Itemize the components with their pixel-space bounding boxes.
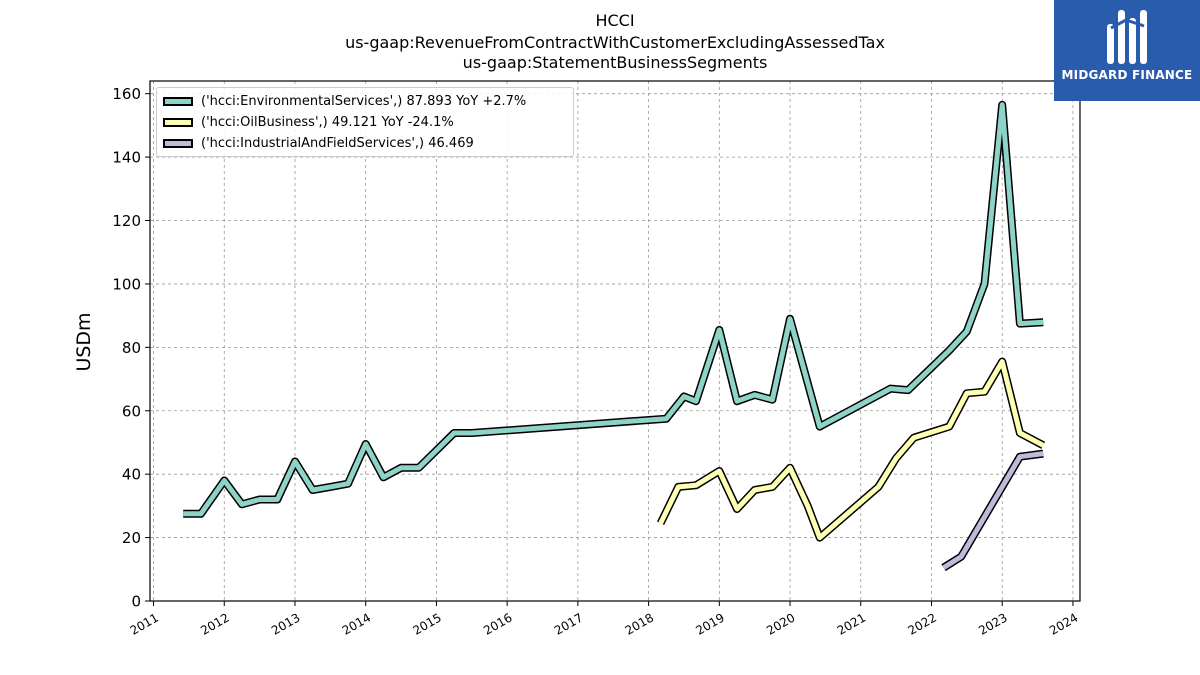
x-tick-label: 2024	[1047, 610, 1080, 637]
series-lines	[183, 100, 1046, 572]
plot-background	[150, 81, 1080, 601]
x-tick-label: 2019	[693, 610, 726, 637]
y-tick-label: 20	[122, 529, 141, 547]
x-tick-label: 2011	[128, 610, 161, 637]
x-tick-label: 2012	[198, 610, 231, 637]
y-tick-label: 80	[122, 339, 141, 357]
chart-title-axis: us-gaap:StatementBusinessSegments	[462, 53, 768, 72]
legend-entry-industrial: ('hcci:IndustrialAndFieldServices',) 46.…	[163, 134, 474, 152]
x-tick-label: 2016	[481, 610, 514, 637]
x-tick-label: 2020	[764, 610, 797, 637]
y-tick-label: 100	[112, 275, 141, 293]
logo-text: MIDGARD FINANCE	[1061, 68, 1193, 82]
x-tick-label: 2018	[623, 610, 656, 637]
legend-swatch-environmental	[163, 96, 193, 106]
legend-label-environmental: ('hcci:EnvironmentalServices',) 87.893 Y…	[201, 93, 527, 109]
legend-swatch-oil	[163, 117, 193, 127]
legend-label-industrial: ('hcci:IndustrialAndFieldServices',) 46.…	[201, 135, 474, 151]
legend-entry-environmental: ('hcci:EnvironmentalServices',) 87.893 Y…	[163, 92, 526, 110]
legend: ('hcci:EnvironmentalServices',) 87.893 Y…	[156, 87, 574, 157]
x-tick-label: 2013	[269, 610, 302, 637]
y-tick-label: 0	[131, 593, 141, 611]
y-tick-label: 60	[122, 402, 141, 420]
x-tick-label: 2015	[410, 610, 443, 637]
y-axis-label: USDm	[73, 312, 95, 372]
chart-title-ticker: HCCI	[595, 11, 635, 30]
y-tick-label: 140	[112, 149, 141, 167]
y-tick-label: 160	[112, 85, 141, 103]
legend-label-oil: ('hcci:OilBusiness',) 49.121 YoY -24.1%	[201, 114, 454, 130]
series-line-2	[942, 451, 1044, 570]
x-tick-label: 2017	[552, 610, 585, 637]
midgard-finance-logo: MIDGARD FINANCE	[1054, 0, 1200, 101]
x-tick-label: 2021	[835, 610, 868, 637]
y-tick-label: 120	[112, 212, 141, 230]
legend-entry-oil: ('hcci:OilBusiness',) 49.121 YoY -24.1%	[163, 113, 454, 131]
x-tick-label: 2022	[906, 610, 939, 637]
plot-frame	[149, 80, 1081, 602]
x-tick-label: 2014	[340, 610, 373, 637]
logo-mark-icon	[1107, 10, 1147, 64]
chart-title-concept: us-gaap:RevenueFromContractWithCustomerE…	[345, 33, 885, 52]
series-line-1	[658, 359, 1045, 541]
legend-swatch-industrial	[163, 138, 193, 148]
y-tick-label: 40	[122, 466, 141, 484]
x-tick-label: 2023	[976, 610, 1009, 637]
series-line-0	[183, 102, 1044, 517]
